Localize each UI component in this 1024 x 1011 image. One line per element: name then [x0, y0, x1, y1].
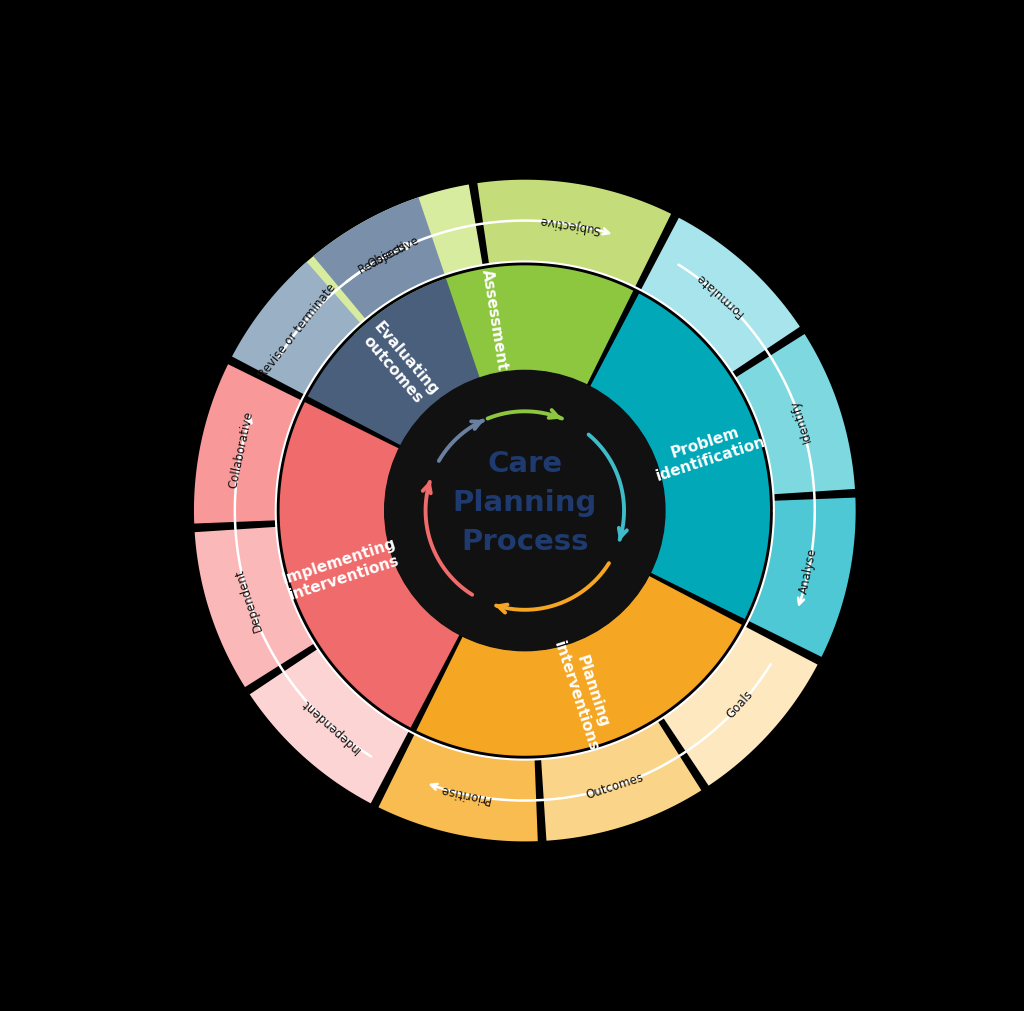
Text: Reassess: Reassess: [356, 239, 410, 276]
Text: Analyse: Analyse: [798, 547, 819, 594]
Polygon shape: [477, 180, 671, 287]
Text: Problem
identification: Problem identification: [648, 418, 768, 484]
Text: Subjective: Subjective: [539, 213, 602, 236]
Polygon shape: [294, 184, 482, 333]
Polygon shape: [195, 527, 314, 687]
Text: Evaluating
outcomes: Evaluating outcomes: [357, 318, 441, 409]
Polygon shape: [280, 402, 460, 728]
Text: Formulate: Formulate: [692, 270, 745, 319]
Polygon shape: [735, 334, 855, 494]
Text: Goals: Goals: [724, 687, 756, 721]
Text: Planning
interventions: Planning interventions: [551, 634, 617, 753]
Polygon shape: [250, 649, 409, 804]
Circle shape: [385, 370, 665, 651]
Text: Assessment: Assessment: [479, 268, 510, 372]
Polygon shape: [749, 497, 856, 657]
Polygon shape: [232, 262, 360, 394]
Text: Independent: Independent: [299, 697, 362, 756]
Polygon shape: [194, 364, 301, 524]
Text: Care
Planning
Process: Care Planning Process: [453, 450, 597, 556]
Polygon shape: [417, 576, 741, 756]
Polygon shape: [541, 721, 701, 841]
Text: Revise or terminate: Revise or terminate: [256, 281, 338, 381]
Polygon shape: [641, 217, 800, 372]
Text: Implementing
interventions: Implementing interventions: [280, 536, 403, 604]
Polygon shape: [313, 197, 444, 319]
Text: Collaborative: Collaborative: [226, 410, 256, 490]
Polygon shape: [353, 265, 633, 410]
Text: Prioritise: Prioritise: [437, 783, 492, 806]
Polygon shape: [308, 278, 480, 445]
Text: Objective: Objective: [366, 234, 421, 271]
Text: Outcomes: Outcomes: [584, 771, 645, 802]
Text: Identify: Identify: [787, 397, 814, 444]
Polygon shape: [590, 293, 770, 619]
Polygon shape: [664, 627, 817, 786]
Text: Dependent: Dependent: [232, 567, 265, 633]
Polygon shape: [379, 734, 538, 841]
